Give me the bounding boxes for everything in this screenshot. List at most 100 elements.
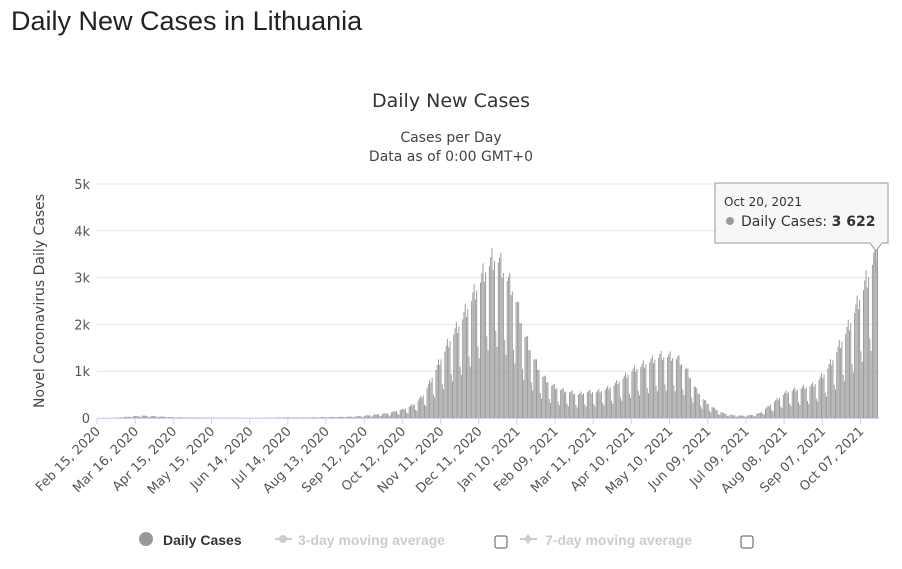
bar[interactable] xyxy=(728,416,730,418)
bar[interactable] xyxy=(490,257,492,418)
bar[interactable] xyxy=(683,395,685,418)
bar[interactable] xyxy=(519,322,521,418)
bar[interactable] xyxy=(584,404,586,418)
bar[interactable] xyxy=(646,388,648,418)
bar[interactable] xyxy=(450,374,452,418)
bar[interactable] xyxy=(644,367,646,418)
bar[interactable] xyxy=(656,391,658,418)
bar[interactable] xyxy=(855,304,857,418)
bar[interactable] xyxy=(380,416,382,418)
bar[interactable] xyxy=(591,392,593,418)
bar[interactable] xyxy=(459,366,461,418)
bar[interactable] xyxy=(851,364,853,418)
bar[interactable] xyxy=(673,385,675,418)
bar[interactable] xyxy=(743,415,745,418)
bar[interactable] xyxy=(808,403,810,418)
bar[interactable] xyxy=(766,407,768,418)
bar[interactable] xyxy=(857,309,859,418)
bar[interactable] xyxy=(478,358,480,418)
bar[interactable] xyxy=(706,403,708,418)
bar[interactable] xyxy=(817,401,819,418)
bar[interactable] xyxy=(793,389,794,418)
bar[interactable] xyxy=(679,365,681,418)
bar[interactable] xyxy=(306,417,308,418)
bar[interactable] xyxy=(637,390,639,418)
bar[interactable] xyxy=(852,372,854,418)
checkbox-7day[interactable] xyxy=(740,535,754,549)
bar[interactable] xyxy=(421,397,423,418)
bar[interactable] xyxy=(742,415,744,418)
bar[interactable] xyxy=(368,415,370,418)
bar[interactable] xyxy=(431,377,433,418)
bar[interactable] xyxy=(476,290,478,418)
bar[interactable] xyxy=(847,319,849,418)
bar[interactable] xyxy=(863,290,864,418)
bar[interactable] xyxy=(828,363,830,418)
bar[interactable] xyxy=(289,417,291,418)
bar[interactable] xyxy=(165,417,167,418)
bar[interactable] xyxy=(130,417,132,418)
bar[interactable] xyxy=(411,404,413,418)
bar[interactable] xyxy=(558,405,560,418)
bar[interactable] xyxy=(809,386,811,418)
bar[interactable] xyxy=(320,417,322,418)
bar[interactable] xyxy=(807,400,808,418)
bar[interactable] xyxy=(763,414,765,418)
bar[interactable] xyxy=(312,417,314,418)
bar[interactable] xyxy=(566,403,568,418)
bar[interactable] xyxy=(801,386,803,418)
bar[interactable] xyxy=(609,387,611,418)
bar[interactable] xyxy=(614,382,616,418)
bar[interactable] xyxy=(761,411,763,418)
bar[interactable] xyxy=(757,413,759,418)
bar[interactable] xyxy=(824,392,826,418)
bar[interactable] xyxy=(866,287,868,418)
bar[interactable] xyxy=(135,415,137,418)
bar[interactable] xyxy=(581,394,583,418)
bar[interactable] xyxy=(126,416,128,418)
bar[interactable] xyxy=(420,396,422,418)
bar[interactable] xyxy=(602,402,604,418)
bar[interactable] xyxy=(798,402,800,418)
bar[interactable] xyxy=(151,416,153,418)
bar[interactable] xyxy=(509,272,511,418)
bar[interactable] xyxy=(280,417,282,418)
bar[interactable] xyxy=(342,416,344,418)
bar[interactable] xyxy=(795,391,797,418)
bar[interactable] xyxy=(687,368,689,418)
bar[interactable] xyxy=(819,376,821,418)
bar[interactable] xyxy=(632,368,634,418)
bar[interactable] xyxy=(667,357,669,418)
bar[interactable] xyxy=(790,405,792,418)
bar[interactable] xyxy=(398,414,400,418)
bar[interactable] xyxy=(604,389,606,418)
bar[interactable] xyxy=(345,417,347,418)
bar[interactable] xyxy=(154,416,156,418)
bar[interactable] xyxy=(731,414,733,418)
bar[interactable] xyxy=(543,376,545,418)
bar[interactable] xyxy=(651,355,653,418)
bar[interactable] xyxy=(859,300,861,418)
bar[interactable] xyxy=(460,374,462,418)
bar[interactable] xyxy=(468,356,470,418)
bar[interactable] xyxy=(804,389,806,418)
bar[interactable] xyxy=(628,393,630,418)
bar[interactable] xyxy=(337,416,339,418)
bar[interactable] xyxy=(782,394,784,418)
bar[interactable] xyxy=(697,393,699,418)
bar[interactable] xyxy=(738,415,740,418)
bar[interactable] xyxy=(295,417,297,418)
bar[interactable] xyxy=(547,382,549,418)
bar[interactable] xyxy=(131,417,133,418)
bar[interactable] xyxy=(791,390,793,418)
bar[interactable] xyxy=(341,416,343,418)
bar[interactable] xyxy=(613,385,615,418)
bar[interactable] xyxy=(754,416,756,418)
bar[interactable] xyxy=(453,334,455,418)
bar[interactable] xyxy=(570,391,572,418)
bar[interactable] xyxy=(733,415,735,418)
bar[interactable] xyxy=(284,417,286,418)
bar[interactable] xyxy=(485,272,487,418)
bar[interactable] xyxy=(523,380,525,418)
bar[interactable] xyxy=(785,390,787,418)
